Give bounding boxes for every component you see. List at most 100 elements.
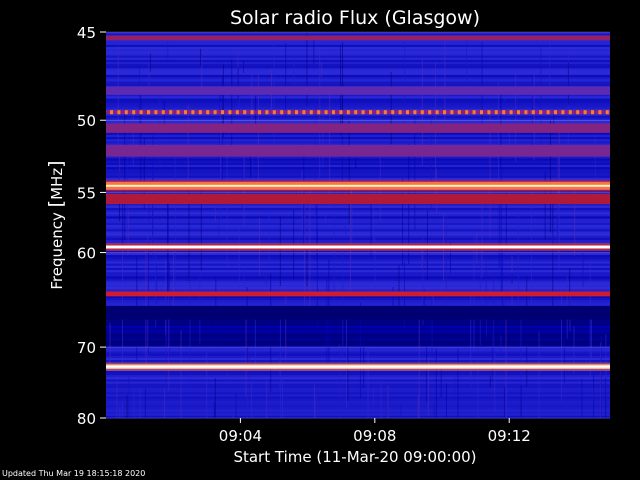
spectrogram-row bbox=[106, 83, 610, 87]
band-dot bbox=[583, 110, 587, 115]
noise-streak bbox=[127, 208, 129, 256]
spectrogram-row bbox=[106, 32, 610, 35]
updated-timestamp: Updated Thu Mar 19 18:15:18 2020 bbox=[2, 469, 146, 478]
band-dot bbox=[346, 110, 350, 115]
band-dot bbox=[591, 110, 594, 115]
spectrogram-row bbox=[106, 72, 610, 76]
spectrogram-row bbox=[106, 405, 610, 408]
noise-streak bbox=[373, 388, 375, 406]
noise-streak bbox=[426, 304, 428, 402]
spectrogram-row bbox=[106, 347, 610, 350]
band-dot bbox=[324, 110, 328, 115]
spectrogram-row bbox=[106, 336, 610, 340]
noise-streak bbox=[466, 35, 468, 83]
band-dot bbox=[235, 110, 239, 115]
band-dot bbox=[517, 110, 520, 115]
noise-streak bbox=[517, 208, 519, 308]
band-dot bbox=[317, 110, 321, 115]
band-dot bbox=[420, 110, 424, 115]
noise-streak bbox=[430, 120, 432, 210]
band-dot bbox=[524, 110, 528, 115]
spectrogram-row bbox=[106, 49, 610, 52]
band-dot bbox=[494, 110, 498, 115]
noise-streak bbox=[556, 215, 558, 250]
noise-streak bbox=[567, 61, 569, 105]
noise-streak bbox=[481, 203, 483, 278]
noise-streak bbox=[214, 378, 216, 418]
band-dot bbox=[339, 110, 343, 115]
spectrogram-row bbox=[106, 62, 610, 65]
noise-streak bbox=[351, 181, 353, 244]
noise-streak bbox=[387, 385, 389, 418]
noise-streak bbox=[293, 58, 295, 86]
spectrogram-row bbox=[106, 385, 610, 389]
y-axis-label-unit: MHz bbox=[48, 168, 66, 200]
noise-streak bbox=[232, 416, 234, 418]
band-dot bbox=[531, 110, 535, 115]
spectrogram-row bbox=[106, 349, 610, 353]
x-axis-label: Start Time (11-Mar-20 09:00:00) bbox=[233, 448, 476, 466]
spectrogram-row bbox=[106, 42, 610, 46]
noise-streak bbox=[374, 232, 376, 292]
spectrogram-row bbox=[106, 332, 610, 335]
band-dot bbox=[457, 110, 461, 115]
noise-streak bbox=[593, 373, 595, 418]
spectrogram-row bbox=[106, 235, 610, 239]
noise-streak bbox=[402, 178, 404, 267]
noise-streak bbox=[434, 61, 436, 182]
spectrogram-row bbox=[106, 257, 610, 260]
band-dot bbox=[302, 110, 306, 115]
noise-streak bbox=[238, 90, 240, 111]
spectrogram-row bbox=[106, 325, 610, 329]
noise-streak bbox=[321, 61, 323, 78]
noise-streak bbox=[138, 64, 140, 144]
spectrogram-row bbox=[106, 233, 610, 237]
noise-streak bbox=[342, 42, 344, 125]
spectrogram-row bbox=[106, 274, 610, 278]
spectrogram-row bbox=[106, 102, 610, 106]
noise-streak bbox=[278, 357, 280, 389]
noise-streak bbox=[163, 388, 165, 418]
frequency-band bbox=[106, 123, 610, 133]
noise-streak bbox=[174, 158, 176, 286]
noise-streak bbox=[282, 378, 284, 418]
spectrogram-row bbox=[106, 237, 610, 241]
noise-streak bbox=[119, 406, 121, 418]
band-dot bbox=[280, 110, 284, 115]
noise-streak bbox=[200, 184, 202, 271]
noise-streak bbox=[243, 60, 245, 74]
noise-streak bbox=[549, 120, 551, 233]
noise-streak bbox=[333, 214, 335, 303]
noise-streak bbox=[417, 394, 419, 418]
noise-streak bbox=[116, 375, 118, 418]
noise-streak bbox=[581, 378, 583, 418]
frequency-band bbox=[106, 110, 610, 115]
noise-streak bbox=[163, 100, 165, 133]
noise-streak bbox=[168, 286, 170, 392]
x-tick-label: 09:08 bbox=[353, 427, 396, 445]
spectrogram-row bbox=[106, 381, 610, 385]
noise-streak bbox=[252, 156, 254, 173]
noise-streak bbox=[348, 121, 350, 224]
spectrogram-row bbox=[106, 392, 610, 396]
spectrogram-row bbox=[106, 53, 610, 57]
noise-streak bbox=[433, 403, 435, 418]
noise-streak bbox=[266, 380, 268, 418]
noise-streak bbox=[515, 72, 517, 163]
noise-streak bbox=[418, 306, 420, 418]
band-dot bbox=[147, 110, 150, 115]
noise-streak bbox=[139, 389, 141, 418]
spectrogram-row bbox=[106, 304, 610, 308]
spectrogram-row bbox=[106, 218, 610, 222]
noise-streak bbox=[499, 321, 501, 339]
noise-streak bbox=[148, 62, 150, 89]
spectrogram-row bbox=[106, 319, 610, 323]
noise-streak bbox=[306, 33, 308, 106]
noise-streak bbox=[500, 335, 502, 353]
spectrogram-row bbox=[106, 104, 610, 108]
noise-streak bbox=[582, 252, 584, 287]
spectrogram-row bbox=[106, 57, 610, 61]
spectrogram-row bbox=[106, 77, 610, 80]
spectrogram-row bbox=[106, 156, 610, 160]
noise-streak bbox=[445, 216, 447, 309]
